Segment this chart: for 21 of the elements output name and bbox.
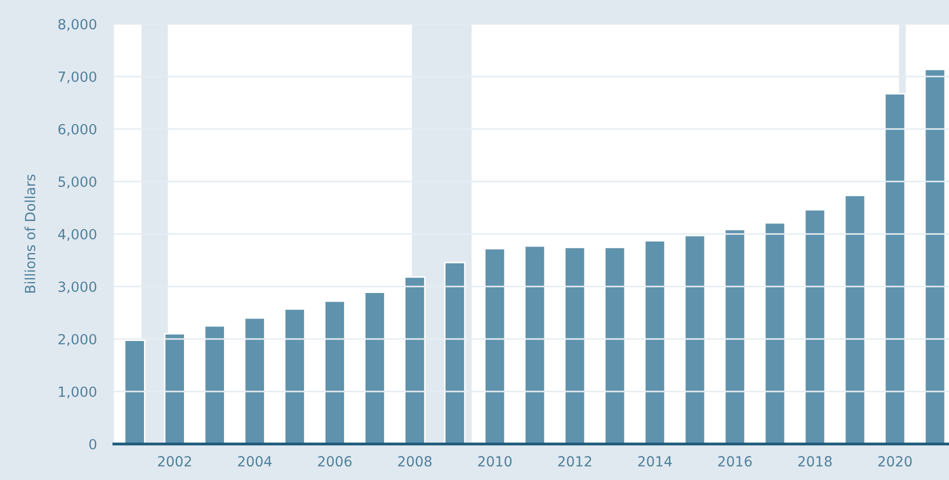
y-tick-label: 0 <box>89 438 96 450</box>
x-tick-label: 2016 <box>718 456 752 467</box>
y-tick-label: 3,000 <box>58 281 96 294</box>
x-tick-label: 2010 <box>478 456 512 467</box>
x-tick-label: 2004 <box>238 456 272 467</box>
y-tick-label: 4,000 <box>58 228 96 241</box>
y-axis-title: Billions of Dollars <box>24 174 36 293</box>
y-tick-label: 7,000 <box>58 71 96 84</box>
y-tick-label: 5,000 <box>58 176 96 188</box>
y-tick-label: 6,000 <box>58 124 96 136</box>
x-tick-label: 2012 <box>558 456 592 467</box>
x-tick-label: 2006 <box>318 456 352 467</box>
x-tick-label: 2008 <box>398 456 432 467</box>
bar <box>444 262 466 444</box>
x-tick-label: 2018 <box>798 456 832 467</box>
x-tick-label: 2014 <box>638 456 672 467</box>
y-tick-label: 2,000 <box>58 334 96 346</box>
x-tick-label: 2020 <box>878 456 912 467</box>
y-tick-label: 1,000 <box>58 386 96 398</box>
y-tick-label: 8,000 <box>58 18 96 31</box>
x-tick-label: 2002 <box>158 456 191 467</box>
